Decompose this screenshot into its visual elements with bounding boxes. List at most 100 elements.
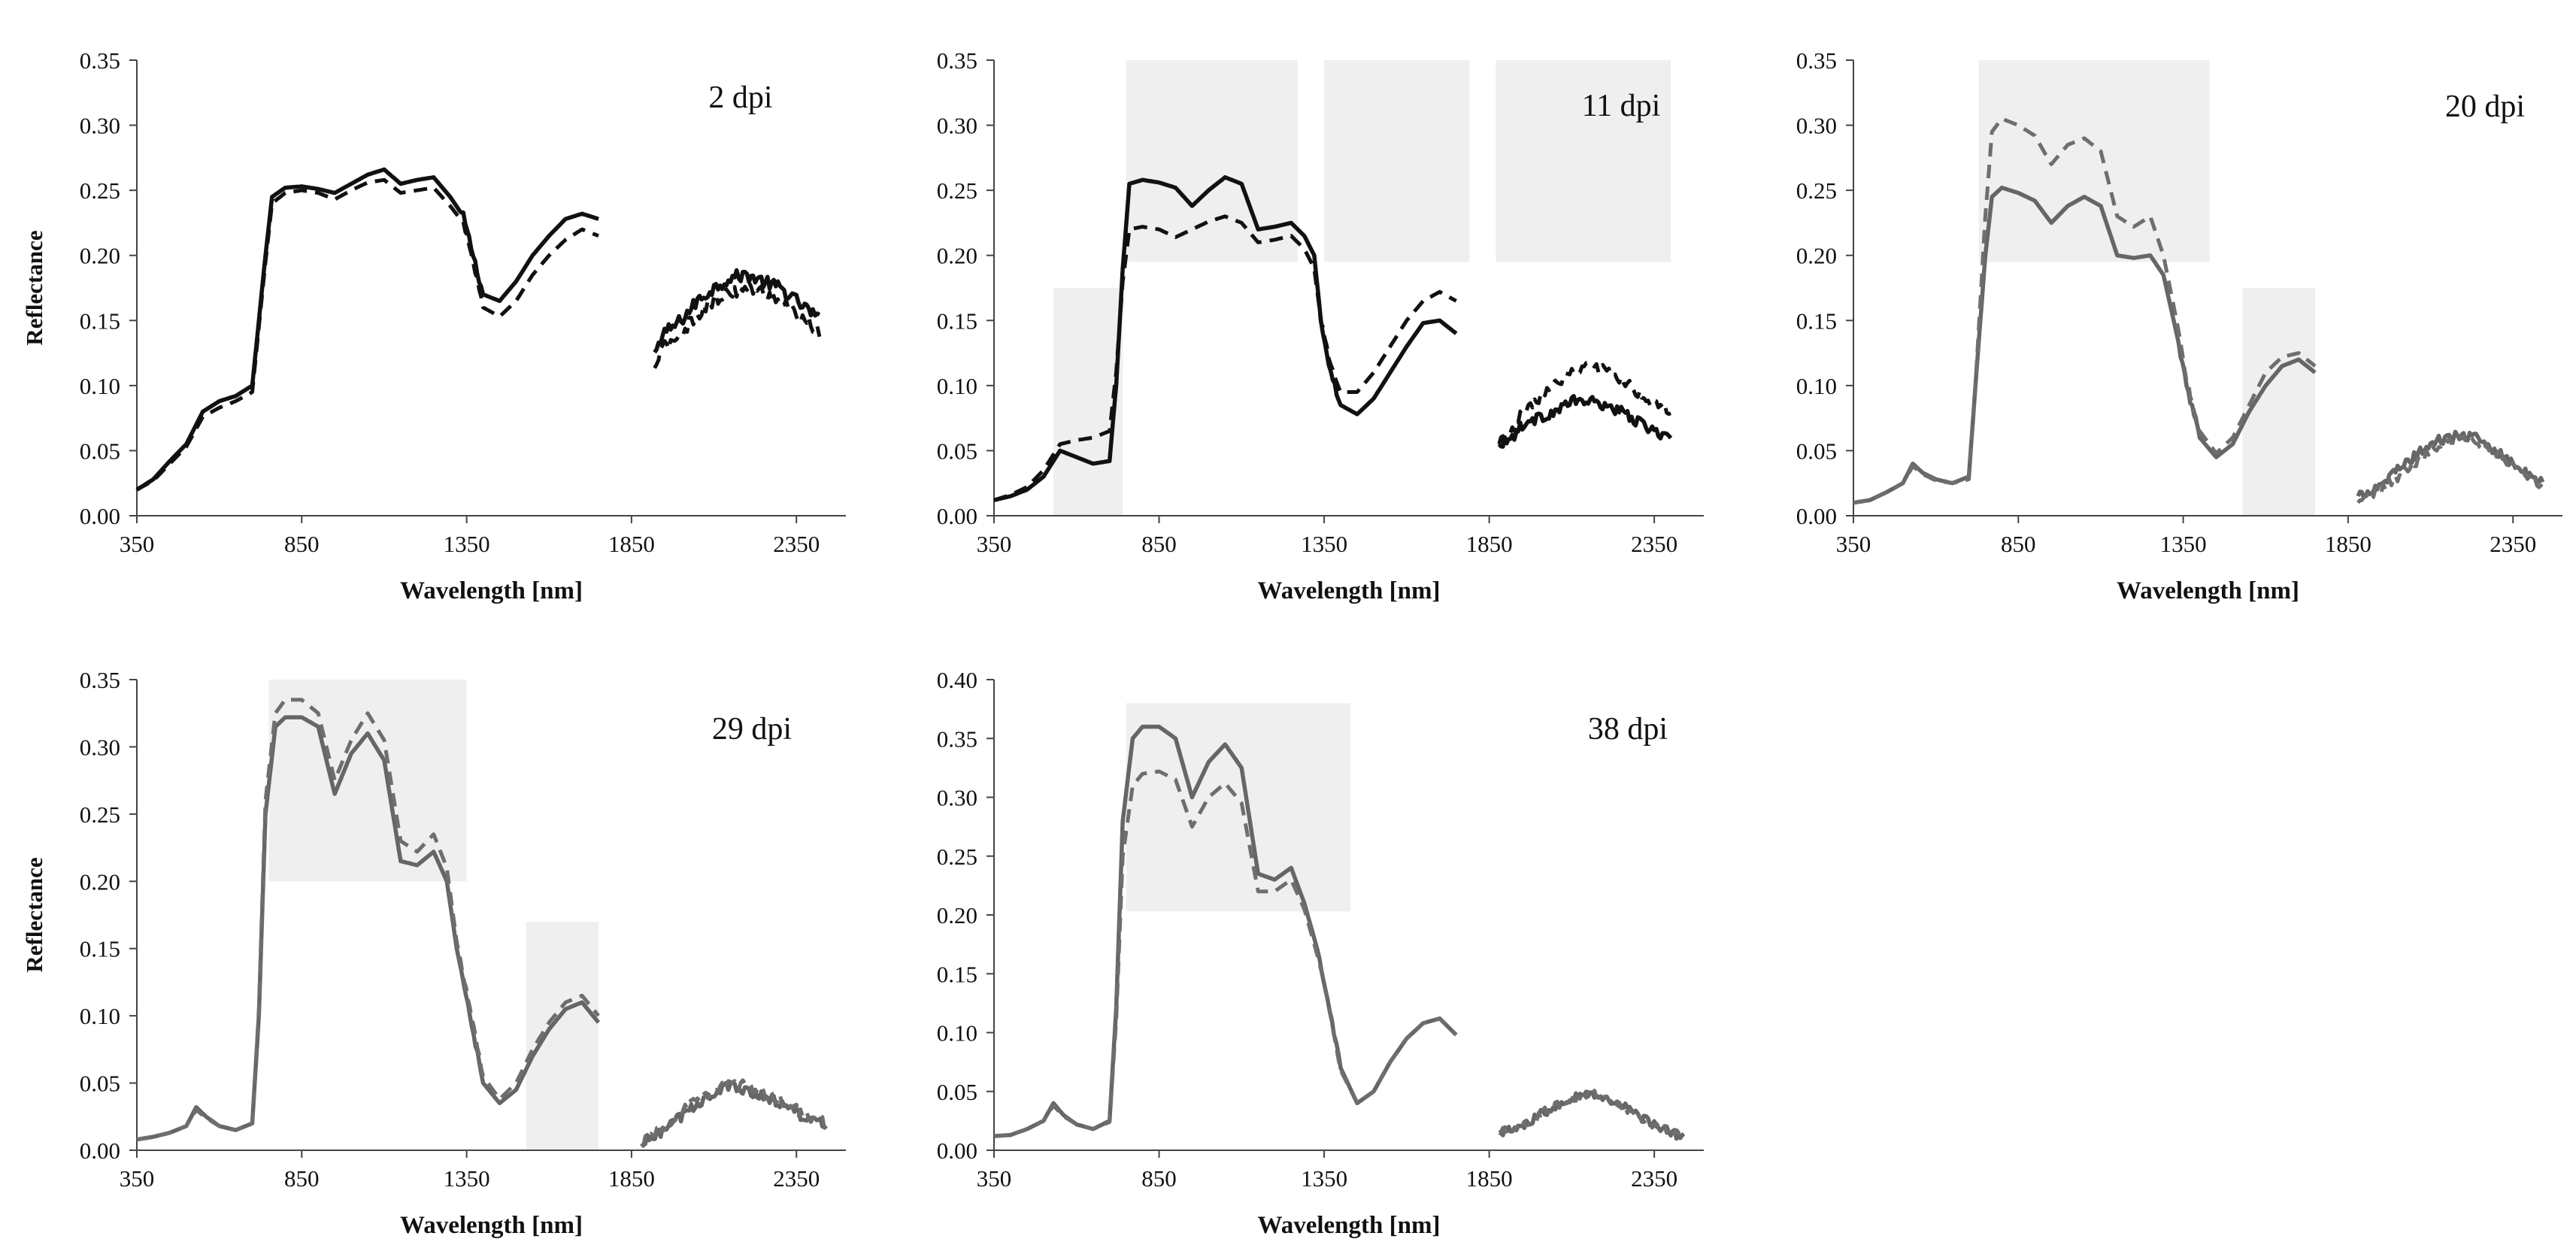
x-axis-label: Wavelength [nm] (1258, 577, 1441, 604)
y-tick-label: 0.05 (1796, 438, 1837, 464)
series-dashed-line-segment-2 (640, 1078, 827, 1148)
chart-panel-4: 0.00 0.05 0.10 0.15 0.20 0.25 0.30 0.35 350 850 13… (21, 667, 846, 1239)
y-tick-label: 0.00 (1796, 503, 1837, 529)
x-tick-label: 1850 (1466, 531, 1513, 557)
y-tick-label: 0.10 (937, 373, 977, 399)
y-tick-label: 0.30 (80, 734, 120, 760)
shaded-region-2 (526, 921, 599, 1150)
x-tick-label: 2350 (773, 1165, 820, 1192)
y-tick-label: 0.15 (80, 307, 120, 334)
y-tick-label: 0.25 (80, 801, 120, 828)
y-tick-label: 0.15 (80, 936, 120, 962)
series-dashed-line-segment-2 (1498, 1089, 1685, 1141)
series-dashed-line-segment-1 (993, 214, 1457, 502)
y-tick-label: 0.05 (80, 1071, 120, 1097)
x-tick-label: 1850 (2325, 531, 2371, 557)
y-tick-label: 0.00 (937, 503, 977, 529)
shaded-region-2 (1126, 60, 1298, 262)
series-solid-line-segment-2 (653, 268, 821, 354)
shaded-region-4 (1496, 60, 1671, 262)
y-tick-label: 0.35 (937, 47, 977, 74)
x-tick-label: 850 (2001, 531, 2036, 557)
y-tick-label: 0.25 (937, 844, 977, 870)
y-tick-label: 0.35 (937, 725, 977, 752)
y-tick-label: 0.00 (937, 1137, 977, 1164)
x-tick-label: 850 (1141, 1165, 1177, 1192)
shaded-region-1 (1978, 60, 2210, 262)
series-dashed-line-segment-2 (2356, 434, 2545, 504)
y-tick-label: 0.05 (80, 438, 120, 464)
x-tick-label: 350 (120, 531, 155, 557)
panel-title: 29 dpi (712, 712, 792, 747)
y-tick-label: 0.15 (937, 961, 977, 987)
y-tick-label: 0.10 (937, 1020, 977, 1047)
y-tick-label: 0.10 (1796, 373, 1837, 399)
x-tick-label: 350 (977, 1165, 1012, 1192)
y-tick-label: 0.25 (1796, 177, 1837, 204)
chart-panel-3: 0.00 0.05 0.10 0.15 0.20 0.25 0.30 0.35 350 850 13… (1796, 47, 2562, 604)
series-dashed-line-segment-1 (1853, 117, 2317, 505)
panel-title: 38 dpi (1588, 712, 1668, 747)
y-tick-label: 0.30 (937, 785, 977, 811)
y-tick-label: 0.20 (937, 243, 977, 269)
y-tick-label: 0.30 (937, 113, 977, 139)
panel-title: 2 dpi (708, 80, 772, 115)
series-dashed-line-segment-1 (136, 698, 600, 1142)
chart-panel-2: 0.00 0.05 0.10 0.15 0.20 0.25 0.30 0.35 350 850 13… (937, 47, 1704, 604)
x-tick-label: 1850 (608, 1165, 655, 1192)
x-axis-label: Wavelength [nm] (400, 577, 583, 604)
x-tick-label: 2350 (773, 531, 820, 557)
x-tick-label: 1350 (1301, 1165, 1347, 1192)
y-tick-label: 0.20 (937, 902, 977, 928)
y-axis-label: Reflectance (21, 857, 47, 972)
x-tick-label: 850 (284, 1165, 320, 1192)
x-tick-label: 1850 (608, 531, 655, 557)
x-tick-label: 350 (977, 531, 1012, 557)
y-tick-label: 0.00 (80, 503, 120, 529)
y-tick-label: 0.20 (80, 243, 120, 269)
y-tick-label: 0.20 (1796, 243, 1837, 269)
x-tick-label: 2350 (1631, 531, 1677, 557)
series-dashed-line-segment-1 (993, 769, 1458, 1138)
panel-title: 11 dpi (1582, 89, 1661, 123)
x-tick-label: 2350 (2490, 531, 2536, 557)
y-tick-label: 0.15 (1796, 307, 1837, 334)
y-tick-label: 0.15 (937, 307, 977, 334)
y-tick-label: 0.35 (1796, 47, 1837, 74)
shaded-region-1 (1053, 288, 1123, 516)
shaded-region-3 (1324, 60, 1470, 262)
x-axis-label: Wavelength [nm] (400, 1212, 583, 1239)
x-tick-label: 350 (1836, 531, 1871, 557)
shaded-region-1 (268, 680, 467, 882)
x-tick-label: 2350 (1631, 1165, 1677, 1192)
chart-panel-5: 0.00 0.05 0.10 0.15 0.20 0.25 0.30 0.35 0.40 350 8… (937, 667, 1704, 1239)
x-tick-label: 850 (284, 531, 320, 557)
y-tick-label: 0.10 (80, 1003, 120, 1029)
x-axis-label: Wavelength [nm] (2117, 577, 2299, 604)
x-tick-label: 1350 (444, 531, 490, 557)
shaded-region-1 (1126, 703, 1351, 912)
x-tick-label: 1350 (1301, 531, 1347, 557)
y-tick-label: 0.25 (937, 177, 977, 204)
y-tick-label: 0.00 (80, 1137, 120, 1164)
series-dashed-line-segment-2 (653, 280, 822, 369)
x-tick-label: 1850 (1466, 1165, 1513, 1192)
x-tick-label: 350 (120, 1165, 155, 1192)
series-dashed-line-segment-1 (135, 177, 599, 492)
x-axis-label: Wavelength [nm] (1258, 1212, 1441, 1239)
y-tick-label: 0.35 (80, 47, 120, 74)
y-tick-label: 0.10 (80, 373, 120, 399)
series-dashed-line-segment-2 (1497, 361, 1671, 445)
y-tick-label: 0.30 (80, 113, 120, 139)
series-solid-line-segment-1 (135, 167, 599, 492)
y-tick-label: 0.35 (80, 667, 120, 693)
y-tick-label: 0.05 (937, 438, 977, 464)
x-tick-label: 850 (1141, 531, 1177, 557)
chart-panel-1: 0.00 0.05 0.10 0.15 0.20 0.25 0.30 0.35 350 850 13… (21, 47, 846, 604)
y-tick-label: 0.40 (937, 667, 977, 693)
y-tick-label: 0.25 (80, 177, 120, 204)
y-tick-label: 0.05 (937, 1079, 977, 1105)
series-solid-line-segment-1 (993, 175, 1458, 502)
